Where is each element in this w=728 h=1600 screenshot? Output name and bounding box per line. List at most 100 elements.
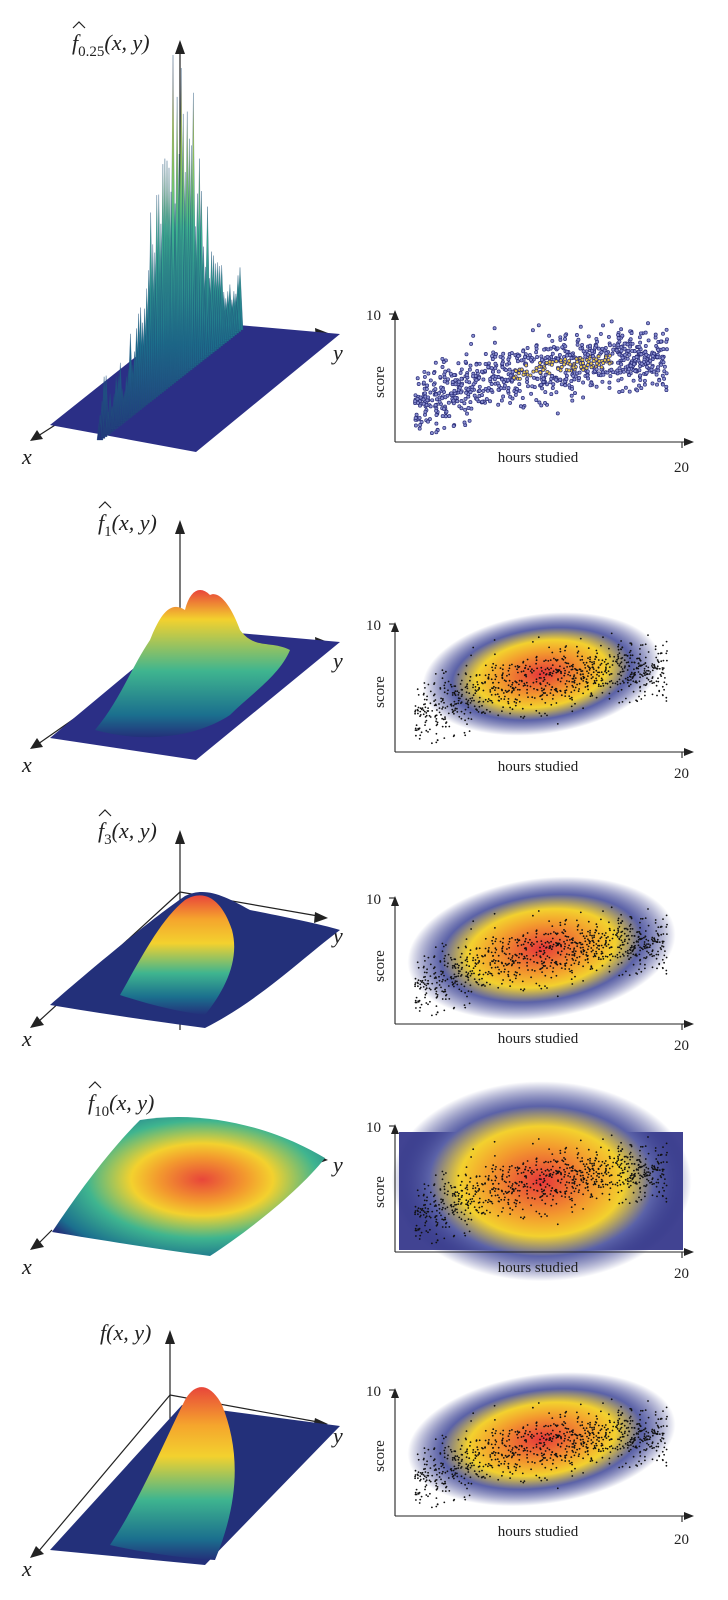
data-point	[550, 940, 552, 943]
data-point	[661, 940, 664, 943]
data-point	[447, 1454, 449, 1457]
data-point	[538, 712, 541, 714]
data-point	[607, 1428, 609, 1430]
data-point	[414, 729, 417, 731]
data-point	[658, 690, 661, 693]
data-point	[643, 1428, 645, 1431]
data-point	[535, 1428, 537, 1430]
data-point	[425, 1212, 428, 1215]
data-point	[511, 663, 513, 666]
data-point	[663, 954, 666, 957]
data-point	[478, 969, 481, 972]
data-point	[557, 679, 559, 681]
data-point	[585, 680, 588, 683]
data-point	[572, 1179, 575, 1181]
data-point	[571, 971, 573, 974]
data-point	[511, 683, 513, 686]
data-point	[608, 927, 611, 930]
data-point	[573, 1446, 576, 1449]
data-point	[536, 1190, 539, 1192]
data-point	[592, 666, 594, 669]
data-point	[616, 680, 619, 683]
data-point	[466, 1448, 469, 1451]
data-point	[620, 666, 623, 668]
data-point	[508, 373, 513, 378]
data-point	[443, 414, 448, 419]
data-point	[502, 1207, 504, 1209]
data-point	[478, 1206, 481, 1209]
data-point	[494, 1458, 497, 1461]
data-point	[487, 677, 490, 680]
data-point	[472, 1449, 475, 1451]
data-point	[587, 672, 590, 674]
data-point	[443, 1237, 446, 1240]
data-point	[505, 1181, 507, 1184]
data-point	[492, 1188, 494, 1191]
data-point	[450, 977, 453, 980]
data-point	[449, 391, 454, 396]
data-point	[541, 962, 543, 965]
data-point	[602, 946, 605, 949]
data-point	[425, 1463, 428, 1466]
data-point	[507, 1185, 510, 1188]
y-axis-title-4: score	[372, 1176, 388, 1208]
data-point	[494, 1194, 497, 1197]
data-point	[577, 963, 580, 966]
data-point	[620, 688, 623, 691]
data-point	[503, 679, 506, 682]
data-point	[542, 688, 545, 691]
data-point	[502, 979, 504, 981]
data-point	[507, 1203, 510, 1206]
function-label-1: f0.25(x, y)	[72, 21, 150, 60]
data-point	[616, 1428, 619, 1430]
data-point	[444, 954, 447, 957]
data-point	[472, 1451, 474, 1454]
data-point	[507, 1465, 509, 1468]
data-point	[475, 1455, 478, 1457]
data-point	[616, 360, 620, 365]
data-point	[475, 674, 478, 677]
data-point	[581, 943, 584, 946]
data-point	[481, 955, 483, 957]
data-point	[590, 1178, 593, 1181]
data-point	[442, 1462, 444, 1465]
data-point	[662, 1410, 664, 1412]
data-point	[656, 659, 659, 661]
data-point	[639, 933, 642, 936]
data-point	[640, 1430, 643, 1432]
data-point	[532, 943, 535, 945]
data-point	[459, 1462, 461, 1465]
data-point	[436, 721, 439, 724]
data-point	[539, 1174, 541, 1177]
data-point	[591, 694, 594, 697]
data-point	[456, 1191, 459, 1194]
data-point	[507, 1467, 510, 1470]
data-point	[528, 373, 533, 378]
data-point	[544, 1450, 547, 1452]
data-point	[568, 1445, 571, 1448]
data-point	[414, 977, 417, 980]
data-point	[657, 378, 662, 383]
data-point	[610, 946, 612, 949]
data-point	[464, 1451, 467, 1454]
data-point	[454, 963, 457, 965]
data-point	[613, 655, 616, 658]
data-point	[593, 1182, 596, 1185]
data-point	[415, 1235, 417, 1237]
data-point	[515, 954, 517, 956]
data-point	[591, 661, 593, 664]
data-point	[508, 940, 511, 943]
data-point	[454, 1474, 456, 1476]
data-point	[626, 655, 629, 657]
data-point	[430, 398, 435, 403]
data-point	[601, 323, 605, 328]
data-point	[633, 668, 635, 671]
data-point	[600, 379, 605, 384]
data-point	[460, 1482, 463, 1485]
data-point	[518, 1184, 520, 1187]
data-point	[477, 375, 482, 380]
data-point	[419, 714, 422, 716]
data-point	[538, 1442, 541, 1444]
data-point	[585, 1443, 588, 1446]
data-point	[623, 1168, 626, 1171]
